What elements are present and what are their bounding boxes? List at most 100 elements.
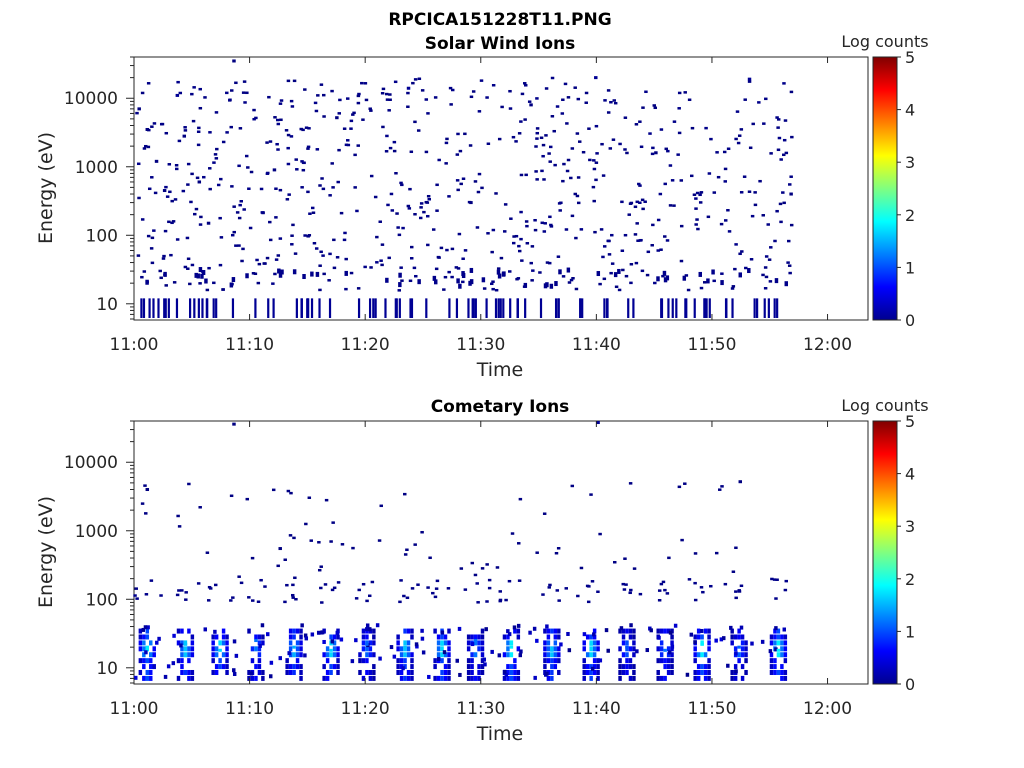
heatmap-cell	[211, 646, 215, 652]
heatmap-cell	[589, 642, 593, 646]
heatmap-cell	[368, 652, 373, 658]
heatmap-cell	[618, 646, 622, 652]
heatmap-cell	[477, 675, 481, 681]
heatmap-cell	[502, 675, 507, 681]
heatmap-cell	[406, 628, 411, 634]
heatmap-cell	[772, 578, 777, 581]
heatmap-cell	[719, 222, 724, 226]
heatmap-cell	[431, 591, 435, 595]
heatmap-cell	[693, 675, 697, 681]
heatmap-cell	[546, 646, 551, 652]
heatmap-cell	[142, 298, 146, 318]
heatmap-cell	[461, 177, 466, 180]
heatmap-cell	[406, 640, 411, 646]
heatmap-cell	[299, 646, 303, 652]
heatmap-cell	[149, 675, 153, 681]
heatmap-cell	[148, 298, 151, 318]
heatmap-cell	[307, 496, 312, 499]
heatmap-cell	[592, 664, 597, 670]
heatmap-cell	[511, 241, 516, 245]
heatmap-cell	[703, 298, 706, 318]
heatmap-cell	[368, 646, 373, 652]
heatmap-cell	[789, 175, 793, 178]
heatmap-cell	[473, 640, 478, 646]
heatmap-cell	[271, 488, 276, 492]
heatmap-cell	[157, 636, 161, 641]
heatmap-cell	[406, 646, 411, 652]
heatmap-cell	[456, 278, 460, 284]
heatmap-cell	[744, 640, 748, 646]
heatmap-cell	[473, 573, 478, 577]
heatmap-cell	[557, 628, 561, 634]
heatmap-cell	[524, 173, 528, 177]
heatmap-cell	[513, 669, 517, 675]
heatmap-cell	[153, 191, 158, 195]
heatmap-cell	[503, 669, 507, 674]
heatmap-cell	[574, 287, 579, 291]
heatmap-cell	[330, 588, 335, 592]
heatmap-cell	[403, 645, 407, 649]
heatmap-cell	[166, 664, 171, 669]
heatmap-cell	[374, 298, 377, 318]
heatmap-cell	[434, 279, 438, 285]
heatmap-cell	[550, 115, 555, 118]
heatmap-cell	[606, 111, 611, 114]
heatmap-cell	[670, 652, 674, 658]
heatmap-cell	[308, 212, 312, 215]
heatmap-cell	[292, 664, 296, 670]
heatmap-cell	[767, 298, 770, 318]
heatmap-cell	[187, 652, 191, 658]
heatmap-cell	[246, 166, 250, 169]
heatmap-cell	[149, 640, 153, 646]
heatmap-cell	[285, 669, 289, 675]
heatmap-cell	[260, 623, 265, 628]
heatmap-cell	[657, 635, 661, 640]
heatmap-cell	[399, 675, 404, 681]
heatmap-cell	[769, 640, 774, 646]
heatmap-cell	[356, 144, 360, 147]
heatmap-cell	[780, 640, 784, 646]
heatmap-cell	[290, 243, 294, 246]
heatmap-cell	[621, 640, 626, 646]
heatmap-cell	[196, 143, 201, 147]
heatmap-cell	[152, 229, 156, 232]
heatmap-cell	[480, 669, 485, 675]
heatmap-cell	[504, 598, 508, 602]
heatmap-cell	[335, 116, 339, 120]
heatmap-cell	[254, 664, 258, 670]
heatmap-cell	[370, 580, 375, 584]
heatmap-cell	[251, 272, 256, 275]
heatmap-cell	[582, 669, 586, 675]
heatmap-cell	[247, 669, 251, 675]
heatmap-cell	[291, 596, 295, 599]
heatmap-cell	[722, 150, 727, 154]
heatmap-cell	[330, 639, 335, 644]
heatmap-cell	[292, 269, 297, 275]
heatmap-cell	[176, 675, 181, 681]
heatmap-cell	[245, 91, 249, 95]
heatmap-cell	[304, 126, 309, 129]
heatmap-cell	[582, 640, 586, 646]
heatmap-cell	[477, 646, 481, 652]
heatmap-cell	[635, 200, 640, 204]
heatmap-cell	[544, 134, 548, 137]
heatmap-cell	[736, 141, 741, 145]
heatmap-cell	[135, 597, 139, 600]
heatmap-cell	[440, 669, 444, 675]
heatmap-cell	[425, 298, 428, 318]
heatmap-cell	[517, 249, 522, 253]
heatmap-cell	[574, 236, 578, 240]
heatmap-cell	[229, 125, 233, 129]
heatmap-cell	[295, 298, 298, 318]
heatmap-cell	[579, 566, 584, 570]
heatmap-cell	[566, 96, 571, 99]
heatmap-cell	[276, 122, 281, 126]
heatmap-cell	[150, 261, 155, 265]
heatmap-cell	[289, 491, 293, 495]
heatmap-cell	[142, 640, 146, 646]
x-tick-label: 11:40	[572, 335, 621, 355]
heatmap-cell	[365, 642, 369, 646]
heatmap-cell	[596, 646, 600, 652]
heatmap-cell	[426, 194, 431, 198]
